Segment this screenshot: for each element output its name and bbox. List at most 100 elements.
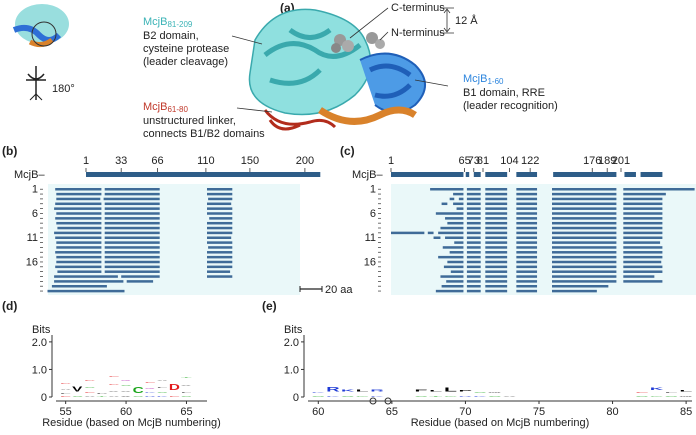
alignment-segment <box>438 255 464 259</box>
reference-bar <box>473 172 481 177</box>
alignment-segment <box>208 246 233 249</box>
alignment-segment <box>458 197 464 201</box>
alignment-segment <box>56 212 102 215</box>
logo-letter: G <box>356 396 370 397</box>
logo-letter: D <box>108 384 119 385</box>
alignment-segment <box>552 241 617 244</box>
alignment-segment <box>516 275 538 278</box>
alignment-segment <box>466 251 481 254</box>
alignment-segment <box>445 236 464 239</box>
x-tick-label: 65 <box>386 406 398 418</box>
alignment-segment <box>516 265 538 269</box>
logo-letter: P <box>459 390 473 392</box>
alignment-segment <box>441 202 448 206</box>
reference-label: McjB– <box>352 169 383 181</box>
ruler-label: 176 <box>583 155 601 167</box>
logo-letter: R <box>326 385 339 393</box>
alignment-segment <box>466 192 481 196</box>
panel-label: (d) <box>2 299 17 313</box>
linker-name-text: McjB <box>143 101 167 113</box>
alignment-segment <box>54 275 118 278</box>
alignment-segment <box>104 221 160 225</box>
logo-letter: E <box>635 392 649 393</box>
alignment-segment <box>516 251 538 254</box>
reference-bar <box>86 172 321 177</box>
alignment-segment <box>623 212 663 215</box>
logo-letter: S <box>635 396 649 397</box>
alignment-segment <box>623 197 663 201</box>
alignment-segment <box>623 260 662 264</box>
alignment-segment <box>207 192 233 196</box>
ruler-label: 189 <box>598 155 616 167</box>
x-tick-label: 60 <box>312 406 324 418</box>
logo-letter: E <box>145 382 156 383</box>
alignment-segment <box>466 265 481 269</box>
alignment-segment <box>485 202 508 206</box>
protein-structure <box>248 8 426 131</box>
alignment-segment <box>104 207 160 210</box>
alignment-segment <box>56 246 102 249</box>
linker-desc: connects B1/B2 domains <box>143 128 265 140</box>
alignment-segment <box>552 192 617 196</box>
linker-name: McjB61-80 <box>143 101 188 114</box>
alignment-segment <box>516 231 538 235</box>
alignment-segment <box>516 192 538 196</box>
row-label: 16 <box>26 256 38 268</box>
alignment-segment <box>453 192 464 196</box>
alignment-segment <box>516 226 538 230</box>
alignment-segment <box>552 246 617 249</box>
alignment-segment <box>207 221 233 225</box>
logo-letter: A <box>60 389 71 390</box>
alignment-segment <box>552 207 617 210</box>
logo-letter: L <box>679 390 692 392</box>
alignment-segment <box>466 226 481 230</box>
reference-label: McjB– <box>14 169 45 181</box>
n-terminus-label: N-terminus <box>391 27 445 39</box>
alignment-segment <box>623 241 661 244</box>
alignment-segment <box>442 246 464 249</box>
alignment-segment <box>466 188 481 191</box>
logo-letter: S <box>121 385 132 386</box>
panel-label: (b) <box>2 144 17 158</box>
logo-letter: K <box>370 396 384 397</box>
logo-letter: S <box>665 396 679 397</box>
alignment-segment <box>485 260 508 264</box>
alignment-segment <box>516 217 538 220</box>
logo-letter: E <box>108 375 119 376</box>
logo-letter: A <box>84 396 95 397</box>
alignment-segment <box>485 231 508 235</box>
alignment-segment <box>485 280 508 283</box>
alignment-segment <box>466 197 481 201</box>
alignment-segment <box>207 202 232 206</box>
alignment-segment <box>552 236 617 239</box>
alignment-segment <box>516 270 538 273</box>
alignment-segment <box>104 192 160 196</box>
alignment-segment <box>121 275 160 278</box>
alignment-segment <box>54 207 102 210</box>
alignment-segment <box>485 192 508 196</box>
ruler-label: 201 <box>612 155 630 167</box>
alignment-segment <box>104 255 160 259</box>
logo-letter: V <box>72 385 82 393</box>
alignment-segment <box>433 236 441 239</box>
alignment-segment <box>466 270 481 273</box>
alignment-segment <box>104 236 160 239</box>
alignment-segment <box>485 255 508 259</box>
row-label: 6 <box>32 208 38 220</box>
logo-letter: S <box>133 396 144 397</box>
b1-desc: (leader recognition) <box>463 100 558 112</box>
alignment-segment <box>54 231 102 235</box>
alignment-segment <box>485 275 508 278</box>
row-label: 11 <box>27 232 38 244</box>
alignment-segment <box>440 226 464 230</box>
alignment-segment <box>623 231 663 235</box>
logo-letter: T <box>181 377 192 378</box>
alignment-background <box>391 184 696 295</box>
alignment-segment <box>453 202 464 206</box>
logo-letter: V <box>108 391 119 392</box>
alignment-segment <box>466 241 481 244</box>
rotation-label: 180° <box>52 83 75 95</box>
logo-letter: K <box>312 392 326 393</box>
alignment-segment <box>623 217 663 220</box>
alignment-segment <box>516 241 538 244</box>
